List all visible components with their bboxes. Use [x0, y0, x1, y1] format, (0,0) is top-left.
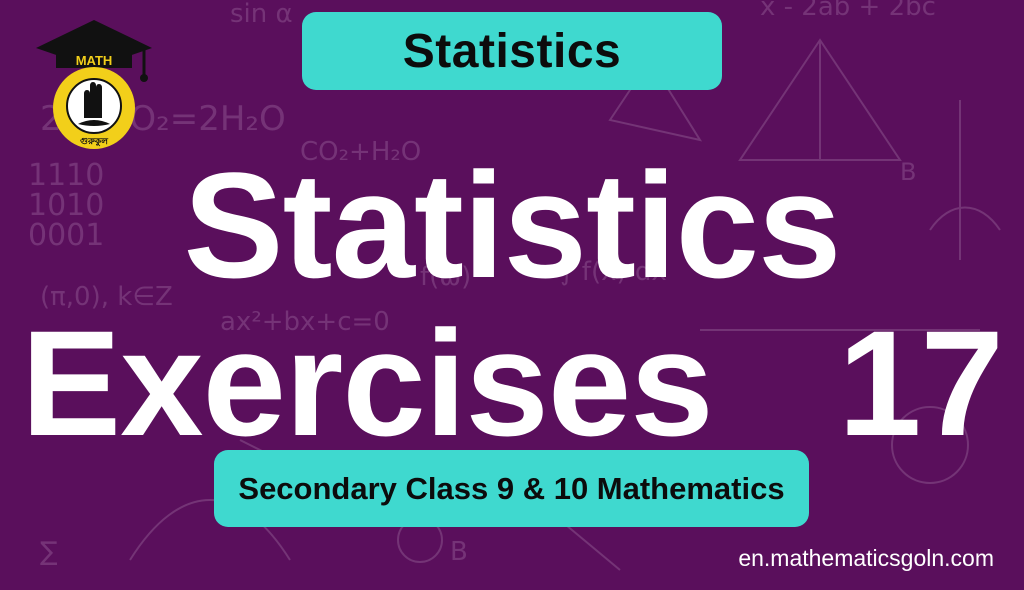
svg-text:CO₂+H₂O: CO₂+H₂O — [300, 137, 421, 167]
svg-text:(π,0), k∈Z: (π,0), k∈Z — [40, 282, 173, 312]
svg-text:sin α: sin α — [230, 0, 293, 29]
svg-text:∑: ∑ — [40, 537, 58, 567]
svg-text:B: B — [900, 158, 916, 186]
svg-text:ax²+bx+c=0: ax²+bx+c=0 — [220, 307, 390, 337]
svg-text:1110: 1110 — [28, 158, 104, 193]
svg-text:f(ω): f(ω) — [420, 262, 471, 292]
logo-cap-text: MATH — [76, 53, 113, 68]
svg-text:∫ f(x)·dx: ∫ f(x)·dx — [560, 257, 667, 287]
topic-badge: Statistics — [302, 12, 722, 90]
gurukul-math-logo: MATH গুরুকুল — [36, 20, 152, 149]
svg-text:0001: 0001 — [28, 218, 104, 253]
topic-badge-label: Statistics — [402, 24, 622, 78]
headline-line-2: Exercises 17 — [21, 299, 1004, 467]
headline-line-1: Statistics — [183, 141, 842, 309]
course-subtitle-badge: Secondary Class 9 & 10 Mathematics — [214, 450, 809, 527]
logo-script-text: গুরুকুল — [80, 137, 109, 148]
svg-text:B: B — [450, 537, 468, 567]
site-url: en.mathematicsgoln.com — [738, 545, 994, 571]
course-subtitle-label: Secondary Class 9 & 10 Mathematics — [238, 470, 785, 506]
svg-text:1010: 1010 — [28, 188, 104, 223]
svg-text:x - 2ab + 2bc: x - 2ab + 2bc — [760, 0, 936, 22]
